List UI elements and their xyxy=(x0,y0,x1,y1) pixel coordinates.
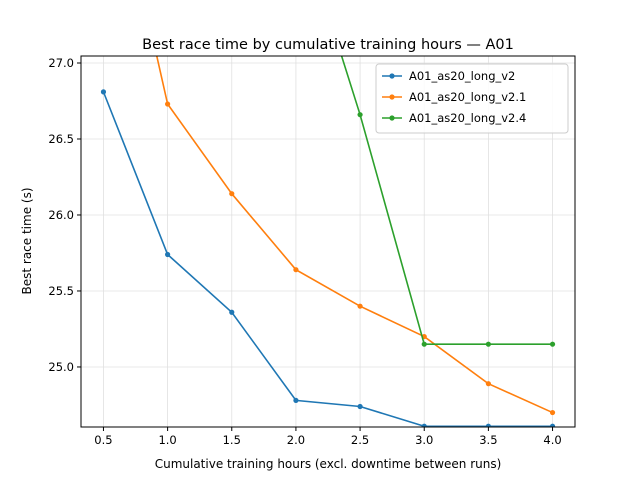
y-tick-label: 26.5 xyxy=(48,132,74,146)
axes-frame xyxy=(80,55,576,428)
x-tick-label: 0.5 xyxy=(94,433,112,447)
plot-area xyxy=(100,56,556,427)
x-tick-label: 2.0 xyxy=(287,433,305,447)
x-axis: 0.5 1.0 1.5 2.0 2.5 3.0 3.5 4.0 xyxy=(94,427,562,447)
legend-entry: A01_as20_long_v2.4 xyxy=(409,111,526,125)
data-point xyxy=(421,423,427,427)
y-tick-label: 26.0 xyxy=(48,208,74,222)
x-tick-label: 1.5 xyxy=(223,433,241,447)
data-point xyxy=(485,381,491,387)
data-point xyxy=(229,191,235,197)
series-line-0 xyxy=(102,91,553,427)
data-point xyxy=(165,251,171,258)
y-axis-label: Best race time (s) xyxy=(20,187,34,294)
legend: A01_as20_long_v2 A01_as20_long_v2.1 A01_as… xyxy=(375,63,569,134)
data-point xyxy=(485,341,491,347)
x-tick-label: 3.0 xyxy=(415,433,433,447)
data-point xyxy=(357,303,363,309)
x-axis-label: Cumulative training hours (excl. downtim… xyxy=(155,457,502,471)
chart-title: Best race time by cumulative training ho… xyxy=(142,37,514,53)
x-tick-label: 1.0 xyxy=(158,433,176,447)
data-point xyxy=(293,267,299,273)
x-tick-label: 4.0 xyxy=(543,433,561,447)
legend-entry: A01_as20_long_v2.1 xyxy=(409,90,526,104)
y-axis: 25.0 25.5 26.0 26.5 27.0 xyxy=(48,56,81,374)
y-tick-label: 25.0 xyxy=(48,360,74,374)
data-point xyxy=(293,397,299,404)
x-tick-label: 3.5 xyxy=(479,433,497,447)
legend-entry: A01_as20_long_v2 xyxy=(409,69,515,83)
data-point xyxy=(421,341,427,347)
legend-marker xyxy=(389,73,395,79)
data-point xyxy=(357,403,363,410)
data-point xyxy=(549,423,556,427)
x-tick-label: 2.5 xyxy=(351,433,369,447)
legend-marker xyxy=(389,94,395,100)
legend-marker xyxy=(389,115,395,121)
data-point xyxy=(549,341,556,347)
data-point xyxy=(357,112,363,118)
data-point xyxy=(229,309,235,315)
data-point xyxy=(549,409,556,416)
y-tick-label: 27.0 xyxy=(48,56,74,70)
series-line-1 xyxy=(155,56,553,414)
legend-box xyxy=(375,63,569,134)
data-point xyxy=(165,101,171,107)
y-tick-label: 25.5 xyxy=(48,284,74,298)
data-point xyxy=(485,423,491,427)
data-point xyxy=(100,89,107,95)
